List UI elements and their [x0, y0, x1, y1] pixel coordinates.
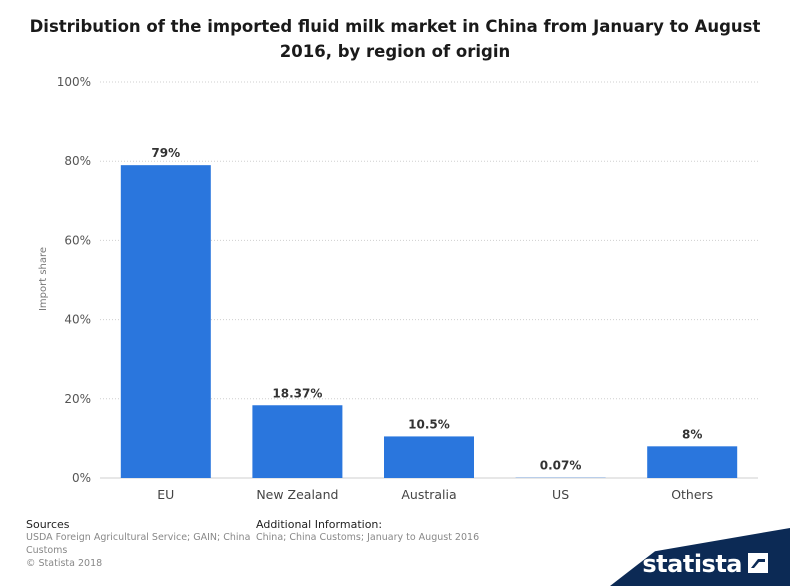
y-tick-label: 80% — [64, 154, 91, 168]
bar[interactable] — [384, 436, 474, 478]
value-label: 0.07% — [540, 459, 582, 473]
statista-logo-icon — [748, 553, 768, 573]
y-tick-label: 0% — [72, 471, 91, 485]
x-axis-ticks: EU New Zealand Australia US Others — [157, 487, 713, 502]
sources-block: Sources USDA Foreign Agricultural Servic… — [26, 518, 256, 570]
x-tick-label: Australia — [401, 487, 456, 502]
value-label: 8% — [682, 427, 702, 441]
value-label: 18.37% — [272, 386, 322, 400]
y-tick-label: 20% — [64, 392, 91, 406]
x-tick-label: EU — [157, 487, 174, 502]
y-axis-ticks: 0% 20% 40% 60% 80% 100% — [57, 75, 91, 485]
copyright-text: © Statista 2018 — [26, 558, 103, 569]
bar[interactable] — [120, 165, 211, 478]
y-tick-label: 100% — [57, 75, 91, 89]
bar[interactable] — [647, 446, 738, 478]
bar[interactable] — [252, 405, 343, 478]
brand-name: statista — [642, 550, 742, 578]
additional-info-block: Additional Information: China; China Cus… — [256, 518, 516, 544]
value-label: 10.5% — [408, 417, 450, 431]
additional-info-text: China; China Customs; January to August … — [256, 532, 480, 543]
additional-info-heading: Additional Information: — [256, 518, 383, 531]
statista-brand[interactable]: statista — [610, 528, 790, 586]
bars — [120, 165, 738, 478]
sources-heading: Sources — [26, 518, 70, 531]
bar-chart: 0% 20% 40% 60% 80% 100% Import share 79% 18.37… — [38, 75, 758, 502]
x-tick-label: New Zealand — [256, 487, 338, 502]
x-tick-label: Others — [671, 487, 713, 502]
y-axis-label: Import share — [38, 247, 49, 311]
value-labels: 79% 18.37% 10.5% 0.07% 8% — [151, 146, 702, 473]
y-tick-label: 40% — [64, 313, 91, 327]
y-tick-label: 60% — [64, 233, 91, 247]
sources-text: USDA Foreign Agricultural Service; GAIN;… — [26, 532, 251, 556]
value-label: 79% — [151, 146, 180, 160]
chart-title: Distribution of the imported fluid milk … — [29, 17, 761, 61]
x-tick-label: US — [552, 487, 569, 502]
